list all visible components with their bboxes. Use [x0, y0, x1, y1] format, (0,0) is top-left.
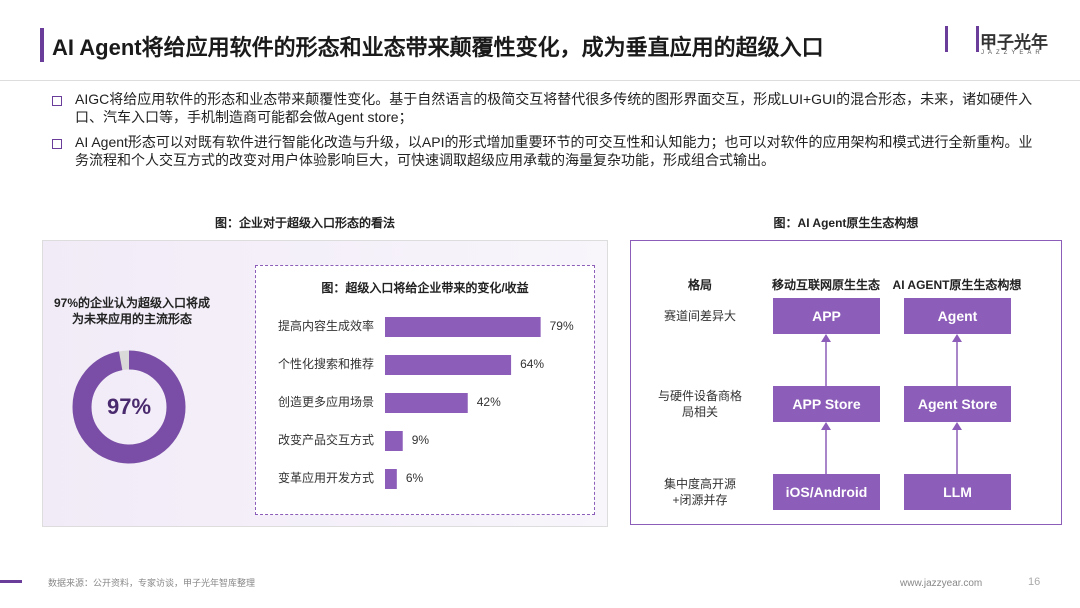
- bar-value-label: 64%: [520, 357, 544, 371]
- donut-segment: [72, 350, 186, 464]
- row-label: 赛道间差异大: [663, 309, 736, 323]
- diagram-caption: 图：AI Agent原生生态构想: [773, 216, 919, 230]
- page-number: 16: [1028, 576, 1041, 588]
- bar: [385, 355, 512, 375]
- bar: [385, 431, 403, 451]
- bullet: AIGC将给应用软件的形态和业态带来颠覆性变化。基于自然语言的极简交互将替代很多…: [75, 91, 1033, 125]
- row-label: 集中度高开源+闭源并存: [663, 477, 736, 507]
- logo-mark: [945, 26, 979, 52]
- footer-bar: [0, 580, 22, 583]
- bar-value-label: 6%: [406, 471, 424, 485]
- bar-title: 图：超级入口将给企业带来的变化/收益: [321, 281, 529, 295]
- column-header: AI AGENT原生生态构想: [892, 278, 1022, 292]
- donut-label: 97%: [107, 394, 151, 419]
- bar: [385, 393, 468, 413]
- bar: [385, 469, 397, 489]
- chart-caption: 图：企业对于超级入口形态的看法: [214, 216, 395, 230]
- mobile-box: iOS/Android: [773, 474, 880, 510]
- column-header: 格局: [687, 278, 712, 292]
- bar-category: 变革应用开发方式: [278, 470, 374, 485]
- bar-value-label: 79%: [550, 319, 574, 333]
- source: 数据来源：公开资料，专家访谈，甲子光年智库整理: [48, 578, 256, 588]
- column-header: 移动互联网原生生态: [771, 278, 880, 292]
- diagram-panel: [630, 240, 1062, 525]
- bar-category: 提高内容生成效率: [278, 318, 374, 333]
- agent-box: LLM: [904, 474, 1011, 510]
- bar-category: 个性化搜索和推荐: [278, 356, 374, 371]
- bar-value-label: 42%: [477, 395, 501, 409]
- bullet-icon: [52, 96, 62, 106]
- row-label: 与硬件设备商格局相关: [657, 389, 742, 419]
- title-bar: [40, 28, 44, 62]
- bar-chart: 提高内容生成效率 79% 个性化搜索和推荐 64% 创造更多应用场景 42% 改变产品交互方…: [278, 317, 574, 489]
- url: www.jazzyear.com: [900, 578, 983, 589]
- mobile-box: APP Store: [773, 386, 880, 422]
- title: AI Agent将给应用软件的形态和业态带来颠覆性变化，成为垂直应用的超级入口: [52, 35, 824, 60]
- bar-panel: [255, 265, 595, 515]
- bullet: AI Agent形态可以对既有软件进行智能化改造与升级，以API的形式增加重要环…: [75, 134, 1033, 168]
- bar-category: 改变产品交互方式: [278, 432, 374, 447]
- bar-value-label: 9%: [412, 433, 430, 447]
- logo-sub: JAZZYEAR: [981, 50, 1044, 56]
- logo: 甲子光年: [980, 33, 1048, 52]
- divider: [0, 80, 1080, 81]
- chart-subtitle: 97%的企业认为超级入口将成为未来应用的主流形态: [53, 296, 211, 326]
- donut-chart: 97%: [72, 350, 186, 464]
- bullet-icon: [52, 139, 62, 149]
- mobile-box: APP: [773, 298, 880, 334]
- agent-box: Agent Store: [904, 386, 1011, 422]
- bar: [385, 317, 541, 337]
- bar-category: 创造更多应用场景: [278, 394, 374, 409]
- agent-box: Agent: [904, 298, 1011, 334]
